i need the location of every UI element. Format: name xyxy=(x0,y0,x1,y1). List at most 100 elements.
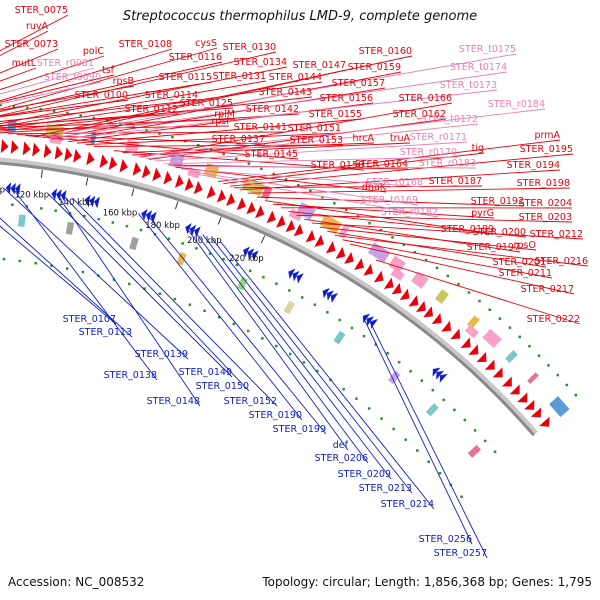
gc-dot xyxy=(112,278,116,281)
reverse-gene-arrow xyxy=(89,195,96,208)
reverse-gene-label: STER_0199 xyxy=(273,424,326,435)
tick-mark xyxy=(131,188,135,197)
reverse-gene-arrow xyxy=(5,182,12,195)
forward-gene-label-leader xyxy=(85,132,342,146)
gc-dot xyxy=(196,143,200,147)
gc-dot xyxy=(333,202,336,205)
reverse-gene-label: STER_0206 xyxy=(315,453,368,464)
forward-gene-label: STER_0216 xyxy=(535,256,588,267)
gc-dot xyxy=(427,460,431,463)
gc-dot xyxy=(262,275,265,279)
rna-feature xyxy=(464,324,479,339)
forward-gene-arrow xyxy=(431,313,442,325)
gc-dot xyxy=(416,449,419,452)
forward-gene-arrow xyxy=(193,180,203,195)
gc-dot xyxy=(420,379,424,382)
forward-gene-label: STER_0151 xyxy=(288,123,341,134)
gc-dot xyxy=(309,189,312,193)
gc-dot xyxy=(66,112,69,115)
forward-gene-label: rpsI xyxy=(211,116,229,127)
forward-gene-label-leader xyxy=(319,226,537,251)
gc-dot xyxy=(208,252,212,255)
gc-dot xyxy=(565,383,569,387)
forward-gene-arrow xyxy=(492,367,503,378)
gc-dot xyxy=(232,322,236,326)
forward-gene-label: STER_0189 xyxy=(441,224,494,235)
gc-dot xyxy=(316,369,319,373)
forward-gene-label-leader xyxy=(0,48,59,74)
forward-gene-label: STER_0195 xyxy=(520,144,573,155)
forward-gene-label-leader xyxy=(0,85,135,111)
reverse-gene-label-leader xyxy=(48,193,233,378)
reverse-gene-label: STER_0213 xyxy=(359,483,412,494)
gc-dot xyxy=(463,418,467,422)
forward-gene-arrow xyxy=(314,234,324,248)
reverse-gene-label-leader xyxy=(194,231,369,464)
reverse-gene-label-leader xyxy=(202,234,392,480)
forward-gene-arrow xyxy=(325,241,336,254)
gc-dot xyxy=(18,259,22,263)
forward-gene-label: pyrG xyxy=(471,208,494,219)
genome-backbone xyxy=(0,157,538,437)
gc-content-track xyxy=(0,103,578,499)
forward-gene-label-leader xyxy=(0,67,37,82)
forward-gene-arrow xyxy=(226,192,236,207)
gc-dot xyxy=(508,326,512,329)
forward-gene-label: STER_0131 xyxy=(213,71,266,82)
gc-dot xyxy=(537,354,541,357)
gc-dot xyxy=(203,309,206,313)
rna-label-leader xyxy=(172,165,477,169)
reverse-gene-arrow xyxy=(439,373,448,383)
reverse-gene-label: STER_0149 xyxy=(179,367,232,378)
forward-gene-arrow xyxy=(236,197,246,211)
gc-dot xyxy=(313,303,317,306)
forward-gene-arrow xyxy=(119,158,128,173)
gc-dot xyxy=(321,195,324,199)
forward-gene-label-leader xyxy=(132,142,411,156)
cog-category-block xyxy=(203,162,220,179)
forward-gene-label-leader xyxy=(327,230,547,268)
tick-mark xyxy=(260,235,266,244)
forward-gene-arrow xyxy=(305,229,316,243)
gc-dot xyxy=(498,317,502,320)
cog-category-block xyxy=(124,139,140,155)
forward-gene-label: rpsB xyxy=(113,76,134,87)
rna-label: STER_r0170 xyxy=(400,147,457,158)
gc-dot xyxy=(446,274,450,278)
gc-dot xyxy=(404,438,407,441)
gc-dot xyxy=(391,236,394,239)
gc-dot xyxy=(217,315,221,319)
inner-feature-block xyxy=(333,330,346,345)
forward-gene-label: cysS xyxy=(195,38,217,49)
gc-dot xyxy=(181,242,184,245)
gc-dot xyxy=(297,183,300,187)
forward-gene-label-leader xyxy=(51,71,402,140)
gc-dot xyxy=(235,263,239,267)
forward-gene-label: STER_0112 xyxy=(125,104,178,115)
forward-gene-label-leader xyxy=(334,235,589,267)
tick-label: 200 kbp xyxy=(187,236,222,246)
gc-dot xyxy=(132,125,135,128)
forward-gene-label-leader xyxy=(375,259,581,325)
reverse-gene-label: STER_0214 xyxy=(381,499,434,510)
reverse-gene-arrow xyxy=(84,194,91,207)
rna-label-leader xyxy=(0,67,95,95)
forward-gene-arrow xyxy=(246,201,256,215)
reverse-gene-label: STER_0107 xyxy=(63,314,116,325)
gc-dot xyxy=(493,450,497,453)
gc-dot xyxy=(435,266,439,270)
forward-gene-arrow xyxy=(43,144,52,159)
forward-gene-arrow xyxy=(517,392,528,403)
forward-gene-label: STER_0130 xyxy=(223,42,276,53)
reverse-gene-arrow xyxy=(292,270,300,282)
inner-feature-block xyxy=(425,403,439,417)
gc-dot xyxy=(222,257,225,261)
reverse-gene-label-leader xyxy=(219,241,435,510)
forward-gene-label: tig xyxy=(472,143,484,154)
forward-gene-label: STER_0200 xyxy=(473,227,526,238)
reverse-gene-label: STER_0113 xyxy=(79,327,132,338)
gc-dot xyxy=(518,335,522,339)
forward-gene-label: STER_0142 xyxy=(246,104,299,115)
